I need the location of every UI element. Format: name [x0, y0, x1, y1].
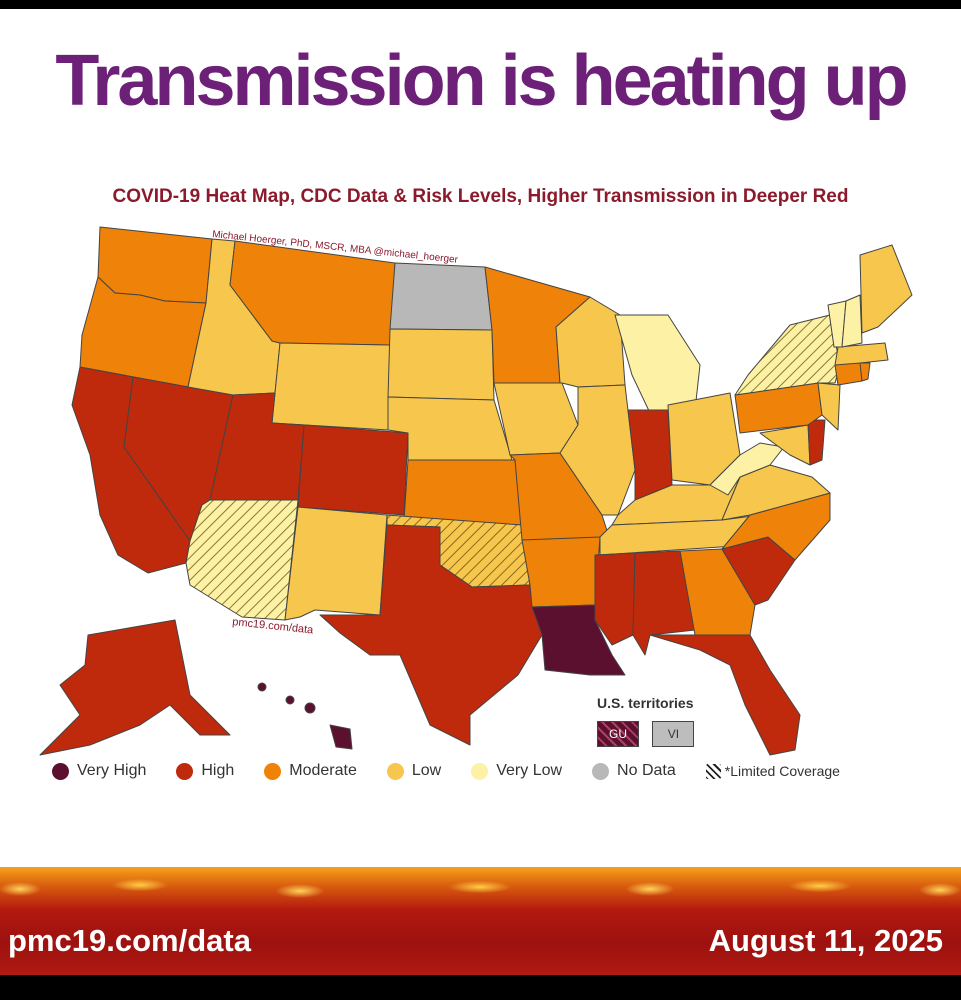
state-wa: [97, 226, 213, 304]
legend-no-data: No Data: [592, 762, 676, 780]
very-high-swatch: [52, 762, 69, 780]
legend-low: Low: [386, 762, 442, 780]
state-mi: [614, 314, 701, 414]
state-il: [559, 384, 636, 516]
state-ri: [859, 362, 871, 382]
state-de: [807, 419, 826, 466]
legend-very-high: Very High: [52, 762, 146, 780]
state-nh: [841, 294, 863, 348]
map-title: COVID-19 Heat Map, CDC Data & Risk Level…: [112, 186, 849, 207]
moderate-swatch: [264, 762, 282, 780]
no-data-swatch: [592, 762, 610, 780]
state-sd: [387, 328, 495, 401]
state-hi: [257, 682, 353, 750]
state-ks: [403, 459, 523, 526]
state-ak: [39, 619, 231, 756]
headline: Transmission is heating up: [55, 41, 908, 121]
lava-decoration: [0, 875, 961, 903]
legend-label: *Limited Coverage: [724, 763, 840, 779]
map-legend: Very High High Moderate Low Very Low No …: [52, 762, 870, 780]
legend-label: Very Low: [496, 762, 563, 779]
us-heat-map: Michael Hoerger, PhD, MSCR, MBA @michael…: [0, 215, 961, 785]
state-co: [297, 424, 409, 516]
territory-vi: VI: [652, 721, 695, 747]
footer-banner: pmc19.com/data August 11, 2025: [0, 867, 961, 975]
state-nd: [389, 262, 493, 331]
hatch-icon: [705, 763, 721, 779]
legend-label: Moderate: [289, 762, 357, 779]
state-ar: [521, 536, 601, 608]
legend-limited-coverage: *Limited Coverage: [705, 763, 840, 779]
state-ma: [834, 342, 889, 366]
state-az: [185, 499, 299, 621]
legend-label: High: [201, 762, 235, 779]
us-territories: U.S. territories GU VI: [597, 695, 717, 747]
territory-gu: GU: [597, 721, 639, 747]
state-fl: [649, 634, 801, 756]
state-tx: [319, 524, 543, 746]
high-swatch: [176, 762, 194, 780]
legend-label: Low: [411, 762, 442, 779]
state-ms: [594, 552, 636, 646]
state-me: [859, 244, 913, 334]
legend-label: No Data: [617, 762, 676, 779]
state-ny: [734, 314, 841, 396]
state-in: [627, 409, 673, 501]
legend-very-low: Very Low: [471, 762, 562, 780]
low-swatch: [386, 762, 404, 780]
footer-date: August 11, 2025: [708, 923, 943, 958]
footer-url: pmc19.com/data: [8, 923, 251, 958]
legend-label: Very High: [77, 762, 147, 779]
state-wy: [271, 342, 391, 431]
state-nm: [284, 506, 388, 621]
state-nj: [817, 382, 841, 431]
state-ga: [679, 548, 756, 636]
legend-moderate: Moderate: [264, 762, 357, 780]
very-low-swatch: [471, 762, 489, 780]
territories-title: U.S. territories: [597, 695, 694, 711]
legend-high: High: [176, 762, 234, 780]
state-wv: [709, 442, 785, 496]
